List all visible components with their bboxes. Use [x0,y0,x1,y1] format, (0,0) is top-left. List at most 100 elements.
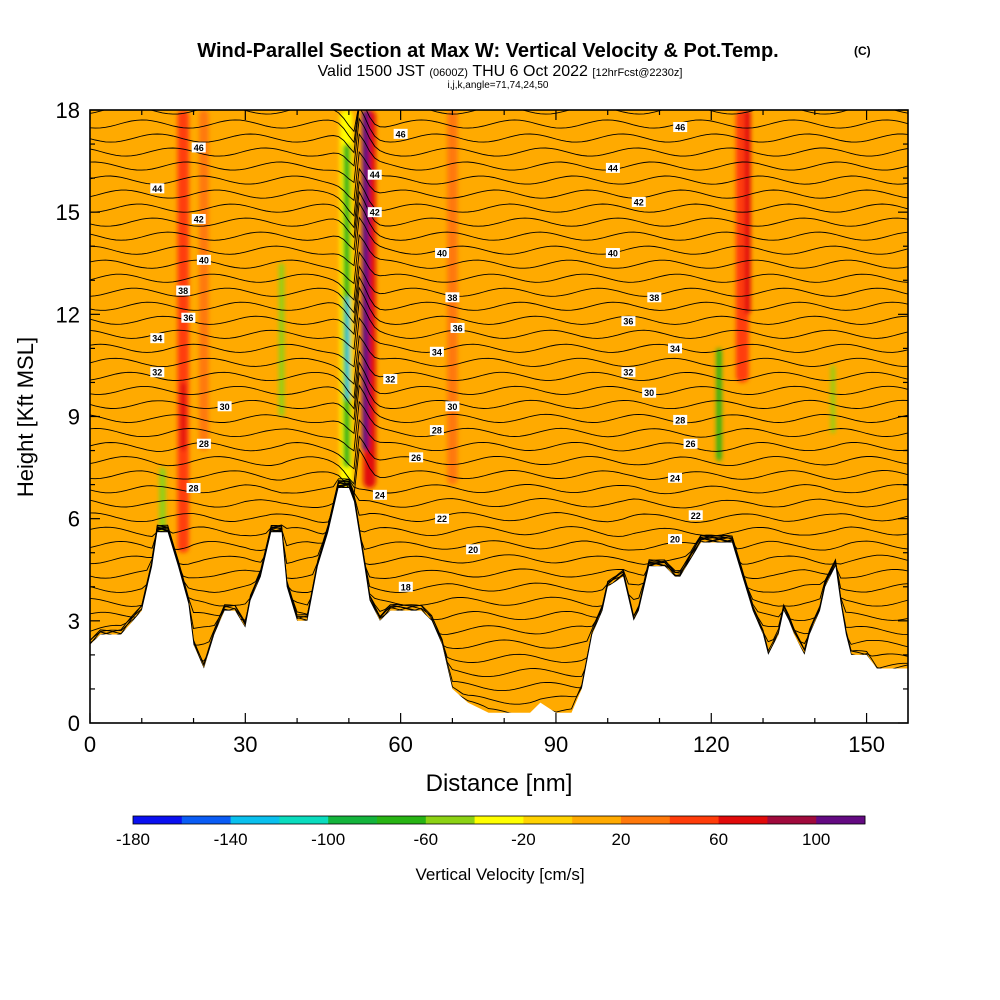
chart-subtitle: Valid 1500 JST (0600Z) THU 6 Oct 2022 [1… [318,63,683,80]
colorbar-swatch-4 [328,816,378,824]
theta-contour-29 [90,275,908,325]
contour-label-box-0 [191,142,206,153]
contour-label-box-25 [445,401,460,412]
contour-label-27: 28 [199,439,209,449]
y-tick-label-6: 6 [68,507,80,532]
contour-label-box-31 [683,438,698,449]
colorbar-swatch-12 [718,816,768,824]
x-axis-label: Distance [nm] [426,770,573,797]
downdraft-band-2 [346,297,350,400]
contour-label-31: 26 [686,439,696,449]
contour-label-20: 34 [670,344,680,354]
theta-contour-21 [90,384,908,435]
colorbar-swatch-9 [572,816,622,824]
y-tick-label-12: 12 [56,302,80,327]
contour-label-32: 28 [189,484,199,494]
theta-contour-8 [90,483,908,607]
theta-contour-labels: 46 46 46 44 44 44 42 42 42 40 40 40 38 38 38 36 36 36 34 34… [150,122,703,592]
contour-label-4: 44 [370,170,380,180]
y-tick-label-15: 15 [56,200,80,225]
downdraft-band-6 [830,365,836,434]
contour-label-5: 44 [608,163,618,173]
theta-contour-24 [90,349,908,399]
terrain-mask [90,488,908,723]
colorbar-tick-100: 100 [802,830,830,849]
contour-label-box-23 [621,367,636,378]
y-axis-label: Height [Kft MSL] [13,337,38,497]
downdraft-band-4 [159,467,166,533]
x-tick-label-150: 150 [848,732,885,757]
contour-label-box-32 [186,483,201,494]
contour-label-box-39 [398,581,413,592]
theta-contour-30 [90,265,908,314]
downdraft-band-3 [278,263,285,417]
colorbar-swatch-1 [181,816,231,824]
contour-label-10: 40 [437,249,447,259]
theta-contour-27 [90,299,908,350]
theta-contour-14 [90,482,908,523]
colorbar-tick-20: 20 [612,830,631,849]
theta-contour-37 [90,167,908,217]
colorbar-swatch-7 [474,816,524,824]
colorbar-swatch-13 [767,816,817,824]
theta-contour-18 [90,435,908,485]
contour-label-14: 38 [649,293,659,303]
theta-contour-33 [90,216,908,267]
theta-contour-42 [90,110,908,144]
contour-label-box-30 [409,452,424,463]
colorbar-tick--180: -180 [116,830,150,849]
colorbar-tick--20: -20 [511,830,536,849]
colorbar-tick--100: -100 [311,830,345,849]
subtitle-date: THU 6 Oct 2022 [472,63,588,80]
theta-contour-16 [90,478,908,495]
theta-contour-34 [90,201,908,251]
theta-contour-17 [90,447,908,497]
theta-contour-12 [90,485,908,551]
x-tick-label-30: 30 [233,732,257,757]
contour-label-8: 42 [634,197,644,207]
colorbar-swatch-0 [133,816,183,824]
contour-label-box-14 [647,292,662,303]
contour-label-box-5 [605,162,620,173]
contour-label-38: 20 [670,535,680,545]
theta-contour-20 [90,400,908,452]
contour-label-33: 24 [375,490,385,500]
y-tick-label-0: 0 [68,711,80,736]
contour-label-box-24 [217,401,232,412]
contour-label-3: 44 [152,184,162,194]
contour-label-box-12 [176,285,191,296]
contour-label-26: 30 [644,388,654,398]
theta-contour-0 [90,490,908,718]
theta-contour-9 [90,480,908,593]
y-tick-label-3: 3 [68,609,80,634]
theta-contour-10 [90,480,908,579]
colorbar-swatch-3 [279,816,329,824]
updraft-band-1 [180,382,186,451]
colorbar-tick--60: -60 [414,830,439,849]
colorbar-swatch-14 [816,816,866,824]
subtitle-utc: (0600Z) [429,67,468,79]
contour-label-12: 38 [178,286,188,296]
theta-contour-38 [90,150,908,202]
theta-contour-31 [90,251,908,301]
contour-label-18: 34 [152,334,162,344]
contour-label-24: 30 [220,402,230,412]
contour-label-23: 32 [623,368,633,378]
colorbar-swatch-11 [669,816,719,824]
theta-contour-28 [90,286,908,336]
contour-label-16: 36 [453,323,463,333]
contour-label-36: 22 [691,511,701,521]
contour-label-box-28 [429,425,444,436]
y-tick-label-9: 9 [68,405,80,430]
contour-label-30: 26 [411,453,421,463]
updraft-band-8 [365,110,370,383]
colorbar-swatch-6 [425,816,475,824]
theta-contour-7 [90,487,908,622]
theta-contour-6 [90,488,908,636]
contour-label-box-37 [466,544,481,555]
colorbar-swatch-8 [523,816,573,824]
y-tick-label-18: 18 [56,98,80,123]
contour-label-35: 22 [437,514,447,524]
